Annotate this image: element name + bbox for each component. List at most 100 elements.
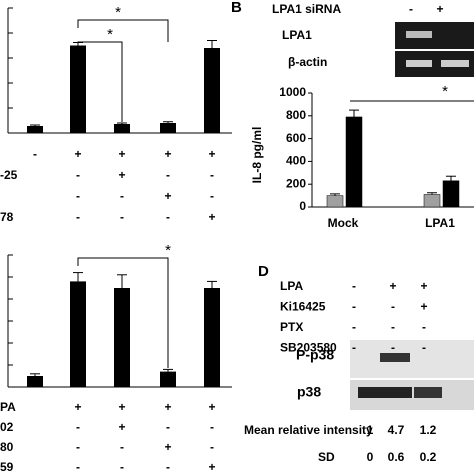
condition-label: 78 — [0, 210, 14, 224]
blot-label: β-actin — [288, 55, 327, 69]
y-tick-label: 800 — [286, 108, 306, 122]
sign: + — [164, 189, 171, 203]
bar — [423, 194, 441, 208]
sign: - — [352, 320, 356, 334]
sign: + — [208, 147, 215, 161]
bar — [70, 281, 86, 387]
bar — [114, 124, 130, 133]
sign: + — [164, 440, 171, 454]
sign: + — [420, 279, 427, 293]
panel-label: B — [231, 0, 242, 16]
sign: - — [76, 168, 80, 182]
sign: - — [409, 2, 413, 16]
intensity-value: 1 — [367, 423, 374, 437]
sign: + — [164, 400, 171, 414]
sign: - — [352, 300, 356, 314]
sign: - — [210, 420, 214, 434]
sign: - — [76, 189, 80, 203]
sd-value: 0.2 — [420, 450, 437, 464]
x-tick-label: Mock — [328, 216, 359, 230]
sign: - — [120, 460, 124, 474]
sign: - — [33, 147, 37, 161]
sign: - — [166, 420, 170, 434]
sign: - — [120, 440, 124, 454]
y-tick-label: 400 — [286, 154, 306, 168]
bar — [70, 45, 86, 133]
significance: * — [115, 4, 121, 21]
significance-bracket — [77, 41, 123, 122]
sign: - — [76, 440, 80, 454]
band — [406, 31, 432, 38]
significance: * — [442, 83, 448, 100]
bar — [326, 195, 344, 208]
sign: - — [352, 279, 356, 293]
condition-label: PTX — [280, 320, 303, 334]
condition-label: LPA — [280, 279, 303, 293]
intensity-value: 4.7 — [388, 423, 405, 437]
condition-label: 02 — [0, 420, 14, 434]
bar — [442, 180, 460, 208]
sign: - — [76, 420, 80, 434]
sign: - — [166, 460, 170, 474]
sign: - — [210, 168, 214, 182]
sign: - — [120, 189, 124, 203]
condition-label: Ki16425 — [280, 300, 326, 314]
sign: + — [118, 168, 125, 182]
sign: - — [210, 440, 214, 454]
blot-label: p38 — [297, 384, 321, 400]
condition-label: 80 — [0, 440, 14, 454]
condition-label: -25 — [0, 168, 18, 182]
sign: + — [74, 400, 81, 414]
condition-label: PA — [0, 400, 16, 414]
sign: + — [208, 210, 215, 224]
sign: + — [420, 300, 427, 314]
sign: - — [120, 210, 124, 224]
sirna-label: LPA1 siRNA — [272, 2, 341, 16]
sign: - — [76, 210, 80, 224]
sign: + — [118, 420, 125, 434]
sign: + — [164, 147, 171, 161]
bar — [345, 116, 363, 208]
sign: + — [74, 147, 81, 161]
sign: - — [391, 341, 395, 355]
bar — [204, 48, 220, 133]
gel — [350, 340, 474, 378]
bar — [160, 123, 176, 133]
blot-label: LPA1 — [282, 28, 312, 42]
sign: - — [166, 168, 170, 182]
intensity-label: Mean relative intensity — [244, 423, 373, 437]
panel-label: D — [258, 263, 269, 280]
sd-label: SD — [318, 450, 335, 464]
sign: - — [391, 300, 395, 314]
sign: - — [391, 320, 395, 334]
sign: - — [210, 189, 214, 203]
sign: - — [352, 341, 356, 355]
bar — [204, 288, 220, 387]
sign: - — [422, 341, 426, 355]
y-tick-label: 1000 — [279, 85, 306, 99]
sign: - — [76, 460, 80, 474]
band — [441, 60, 469, 67]
y-tick-label: 0 — [299, 199, 306, 213]
band — [414, 387, 442, 398]
y-tick-label: 600 — [286, 131, 306, 145]
sd-value: 0.6 — [388, 450, 405, 464]
band — [380, 353, 410, 362]
blot-label: P-p38 — [296, 347, 334, 363]
significance: * — [107, 26, 113, 43]
sign: + — [208, 460, 215, 474]
condition-label: SB203580 — [280, 341, 337, 355]
y-axis-label: IL-8 pg/ml — [250, 127, 264, 184]
sign: + — [389, 279, 396, 293]
band — [358, 387, 384, 398]
bar — [114, 288, 130, 387]
significance-bracket — [77, 257, 169, 368]
x-tick-label: LPA1 — [425, 216, 455, 230]
sign: + — [436, 2, 443, 16]
condition-label: 59 — [0, 460, 14, 474]
band — [406, 60, 432, 67]
sign: + — [118, 400, 125, 414]
sd-value: 0 — [367, 450, 374, 464]
bar — [160, 371, 176, 387]
bar — [27, 376, 43, 387]
